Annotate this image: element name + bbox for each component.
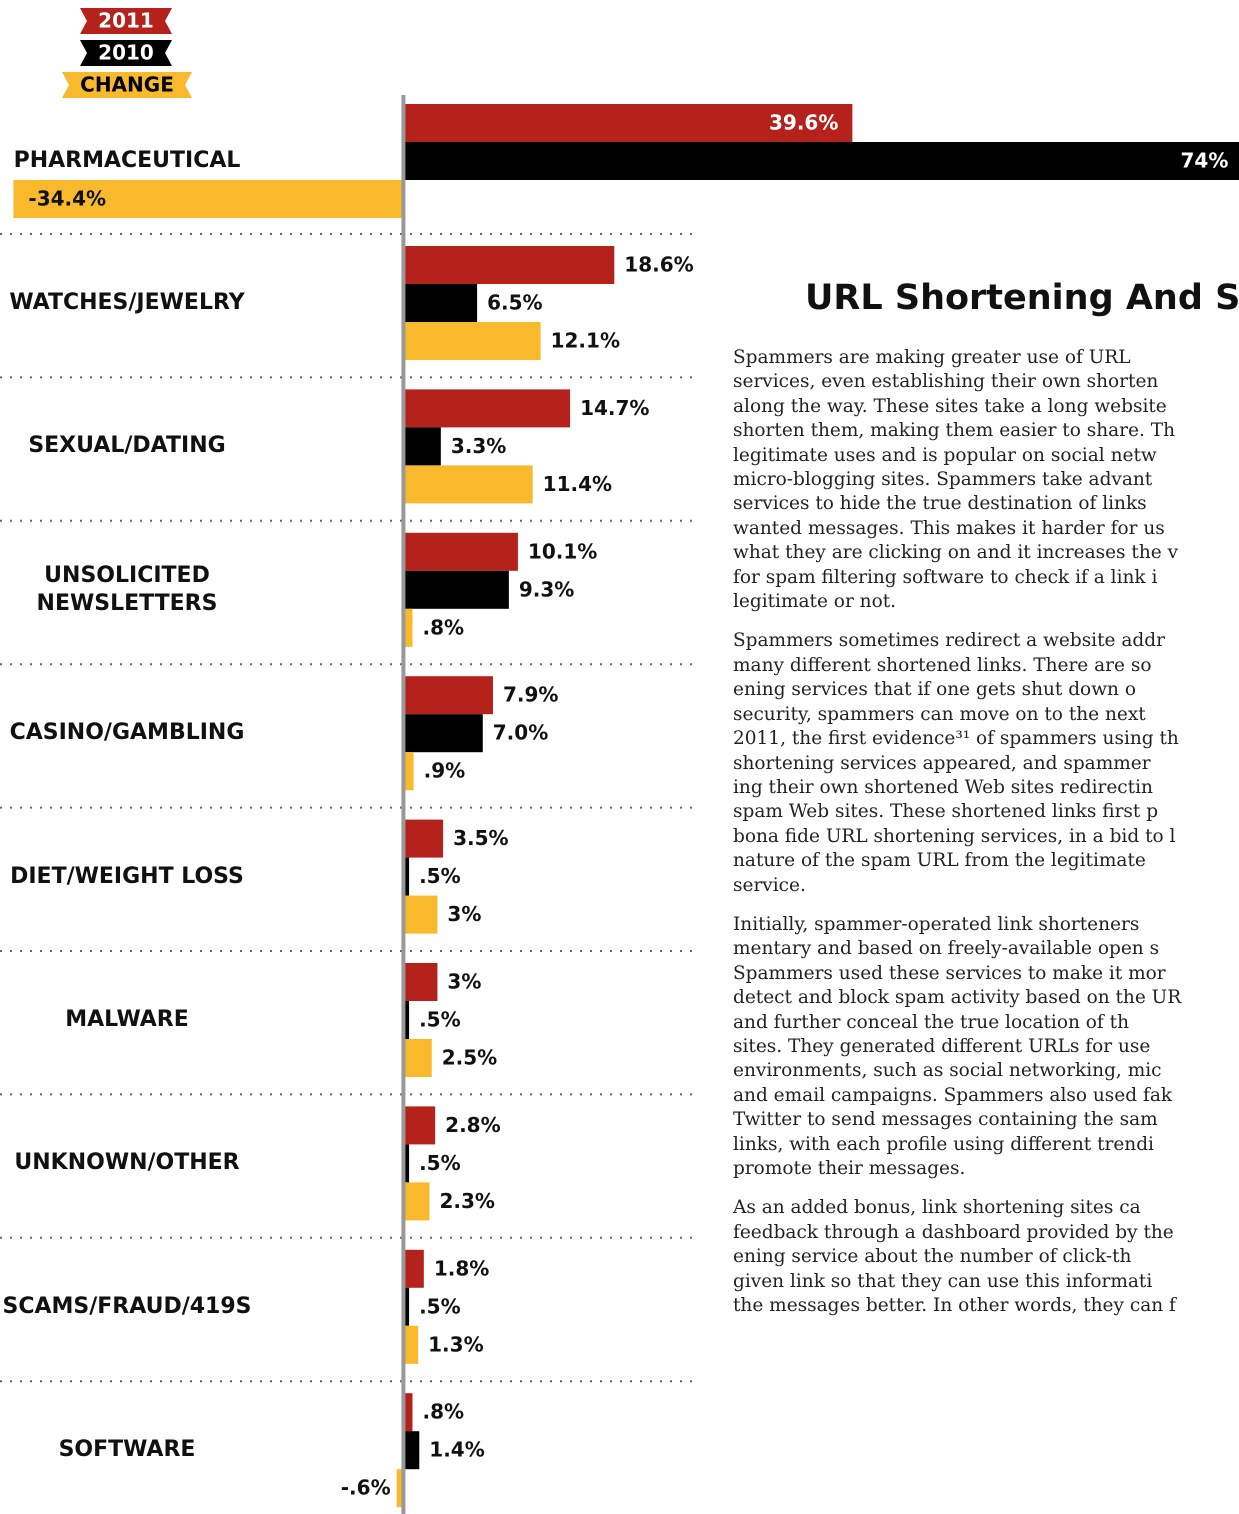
value-label: 14.7%	[580, 396, 649, 420]
value-label: 7.0%	[493, 721, 548, 745]
bar	[403, 819, 444, 858]
article: URL Shortening And Sp Spammers are makin…	[733, 278, 1239, 1333]
bar	[403, 714, 483, 753]
bar	[403, 1393, 413, 1432]
value-label: 3%	[447, 970, 481, 994]
value-label: -34.4%	[28, 187, 106, 211]
bar	[13, 180, 404, 218]
value-label: 2.5%	[442, 1046, 497, 1070]
legend-banner	[80, 40, 172, 66]
value-label: 74%	[1181, 149, 1229, 173]
bar	[403, 246, 615, 284]
value-label: 3%	[447, 902, 481, 926]
value-label: .5%	[419, 864, 461, 888]
value-label: 18.6%	[624, 253, 693, 277]
value-label: 3.5%	[453, 826, 508, 850]
bar	[403, 1144, 410, 1183]
legend-banner	[62, 72, 192, 98]
category-label: DIET/WEIGHT LOSS	[10, 863, 244, 889]
bar	[403, 465, 533, 504]
bar	[396, 1469, 404, 1508]
bar	[403, 1039, 432, 1077]
paragraph: Spammers sometimes redirect a website ad…	[733, 630, 1179, 896]
legend-banner	[80, 8, 172, 34]
bar	[403, 322, 541, 360]
bar	[403, 570, 509, 609]
value-label: 6.5%	[487, 291, 542, 315]
value-label: 2.8%	[445, 1113, 500, 1137]
category-label: WATCHES/JEWELRY	[9, 290, 245, 315]
bar	[403, 1182, 430, 1221]
paragraph: Spammers are making greater use of URL s…	[733, 347, 1179, 613]
value-label: 1.8%	[434, 1256, 489, 1280]
bar	[403, 608, 413, 647]
value-label: 3.3%	[451, 434, 506, 458]
bar	[403, 532, 518, 571]
bar	[403, 676, 493, 715]
category-label: SOFTWARE	[58, 1437, 196, 1463]
bar	[403, 1106, 436, 1145]
legend-label: 2011	[98, 9, 154, 33]
bar	[403, 895, 438, 934]
value-label: 1.3%	[428, 1332, 483, 1356]
bar	[403, 1249, 424, 1288]
bar	[403, 389, 571, 428]
category-label: SEXUAL/DATING	[28, 433, 226, 459]
value-label: .8%	[422, 615, 464, 639]
value-label: .9%	[424, 759, 466, 783]
bar	[403, 752, 414, 791]
bar	[403, 963, 438, 1001]
category-label: CASINO/GAMBLING	[9, 720, 245, 746]
article-title: URL Shortening And Sp	[805, 278, 1239, 318]
legend-label: CHANGE	[80, 73, 174, 97]
value-label: .5%	[419, 1008, 461, 1032]
bar	[403, 427, 441, 466]
value-label: 39.6%	[769, 111, 838, 135]
value-label: .8%	[422, 1400, 464, 1424]
category-label: PHARMACEUTICAL	[13, 148, 241, 173]
value-label: 7.9%	[503, 683, 558, 707]
value-label: 12.1%	[551, 329, 620, 353]
category-label: MALWARE	[65, 1007, 189, 1032]
value-label: 2.3%	[439, 1189, 494, 1213]
paragraph: As an added bonus, link shortening sites…	[733, 1197, 1176, 1317]
bar	[403, 857, 410, 896]
value-label: 11.4%	[543, 472, 612, 496]
category-label: SCAMS/FRAUD/419S	[2, 1293, 252, 1319]
value-label: -.6%	[341, 1476, 391, 1500]
value-label: .5%	[419, 1151, 461, 1175]
bar	[403, 284, 478, 322]
bar	[403, 104, 853, 142]
category-label: UNSOLICITED NEWSLETTERS	[36, 562, 218, 616]
paragraph: Initially, spammer-operated link shorten…	[733, 913, 1182, 1179]
bar	[403, 1325, 419, 1364]
bar	[403, 142, 1239, 180]
category-label: UNKNOWN/OTHER	[14, 1150, 240, 1176]
value-label: 9.3%	[519, 577, 574, 601]
bar	[403, 1431, 420, 1470]
value-label: 1.4%	[429, 1438, 484, 1462]
value-label: 10.1%	[528, 539, 597, 563]
bar	[403, 1001, 410, 1039]
bar	[403, 1287, 410, 1326]
legend-label: 2010	[98, 41, 154, 65]
value-label: .5%	[419, 1294, 461, 1318]
